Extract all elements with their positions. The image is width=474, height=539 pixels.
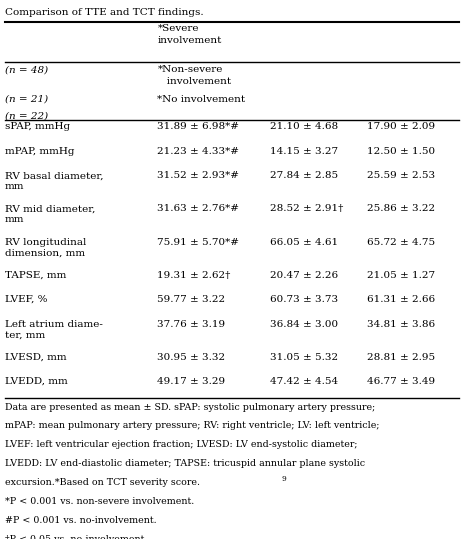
Text: 36.84 ± 3.00: 36.84 ± 3.00: [270, 320, 338, 329]
Text: 21.23 ± 4.33*#: 21.23 ± 4.33*#: [157, 147, 239, 156]
Text: excursion.*Based on TCT severity score.: excursion.*Based on TCT severity score.: [5, 478, 200, 487]
Text: 31.63 ± 2.76*#: 31.63 ± 2.76*#: [157, 204, 239, 213]
Text: 31.05 ± 5.32: 31.05 ± 5.32: [270, 353, 338, 362]
Text: mPAP, mmHg: mPAP, mmHg: [5, 147, 74, 156]
Text: 60.73 ± 3.73: 60.73 ± 3.73: [270, 295, 338, 304]
Text: *Non-severe
   involvement: *Non-severe involvement: [157, 65, 232, 86]
Text: 59.77 ± 3.22: 59.77 ± 3.22: [157, 295, 226, 304]
Text: LVEDD: LV end-diastolic diameter; TAPSE: tricuspid annular plane systolic: LVEDD: LV end-diastolic diameter; TAPSE:…: [5, 459, 365, 468]
Text: (n = 21): (n = 21): [5, 95, 48, 104]
Text: 21.10 ± 4.68: 21.10 ± 4.68: [270, 122, 338, 132]
Text: 20.47 ± 2.26: 20.47 ± 2.26: [270, 271, 338, 280]
Text: 75.91 ± 5.70*#: 75.91 ± 5.70*#: [157, 238, 239, 246]
Text: Left atrium diame-
ter, mm: Left atrium diame- ter, mm: [5, 320, 102, 340]
Text: (n = 48): (n = 48): [5, 65, 48, 74]
Text: 61.31 ± 2.66: 61.31 ± 2.66: [367, 295, 435, 304]
Text: LVEDD, mm: LVEDD, mm: [5, 377, 67, 386]
Text: 25.59 ± 2.53: 25.59 ± 2.53: [367, 171, 435, 180]
Text: 46.77 ± 3.49: 46.77 ± 3.49: [367, 377, 435, 386]
Text: *P < 0.001 vs. non-severe involvement.: *P < 0.001 vs. non-severe involvement.: [5, 497, 194, 506]
Text: sPAP, mmHg: sPAP, mmHg: [5, 122, 70, 132]
Text: TAPSE, mm: TAPSE, mm: [5, 271, 66, 280]
Text: #P < 0.001 vs. no-involvement.: #P < 0.001 vs. no-involvement.: [5, 516, 156, 525]
Text: 34.81 ± 3.86: 34.81 ± 3.86: [367, 320, 435, 329]
Text: LVESD, mm: LVESD, mm: [5, 353, 66, 362]
Text: LVEF, %: LVEF, %: [5, 295, 47, 304]
Text: *Severe
involvement: *Severe involvement: [157, 24, 222, 45]
Text: 31.52 ± 2.93*#: 31.52 ± 2.93*#: [157, 171, 239, 180]
Text: 28.81 ± 2.95: 28.81 ± 2.95: [367, 353, 435, 362]
Text: 17.90 ± 2.09: 17.90 ± 2.09: [367, 122, 435, 132]
Text: 25.86 ± 3.22: 25.86 ± 3.22: [367, 204, 435, 213]
Text: 21.05 ± 1.27: 21.05 ± 1.27: [367, 271, 435, 280]
Text: 65.72 ± 4.75: 65.72 ± 4.75: [367, 238, 435, 246]
Text: 47.42 ± 4.54: 47.42 ± 4.54: [270, 377, 338, 386]
Text: Comparison of TTE and TCT findings.: Comparison of TTE and TCT findings.: [5, 8, 203, 17]
Text: *No involvement: *No involvement: [157, 95, 246, 104]
Text: 49.17 ± 3.29: 49.17 ± 3.29: [157, 377, 226, 386]
Text: 30.95 ± 3.32: 30.95 ± 3.32: [157, 353, 226, 362]
Text: RV mid diameter,
mm: RV mid diameter, mm: [5, 204, 95, 224]
Text: 14.15 ± 3.27: 14.15 ± 3.27: [270, 147, 338, 156]
Text: 19.31 ± 2.62†: 19.31 ± 2.62†: [157, 271, 231, 280]
Text: 12.50 ± 1.50: 12.50 ± 1.50: [367, 147, 435, 156]
Text: mPAP: mean pulmonary artery pressure; RV: right ventricle; LV: left ventricle;: mPAP: mean pulmonary artery pressure; RV…: [5, 421, 379, 431]
Text: 66.05 ± 4.61: 66.05 ± 4.61: [270, 238, 338, 246]
Text: RV basal diameter,
mm: RV basal diameter, mm: [5, 171, 103, 191]
Text: LVEF: left ventricular ejection fraction; LVESD: LV end-systolic diameter;: LVEF: left ventricular ejection fraction…: [5, 440, 357, 450]
Text: †P < 0.05 vs. no-involvement.: †P < 0.05 vs. no-involvement.: [5, 535, 147, 539]
Text: 37.76 ± 3.19: 37.76 ± 3.19: [157, 320, 226, 329]
Text: RV longitudinal
dimension, mm: RV longitudinal dimension, mm: [5, 238, 86, 258]
Text: Data are presented as mean ± SD. sPAP: systolic pulmonary artery pressure;: Data are presented as mean ± SD. sPAP: s…: [5, 403, 375, 412]
Text: (n = 22): (n = 22): [5, 112, 48, 121]
Text: 31.89 ± 6.98*#: 31.89 ± 6.98*#: [157, 122, 239, 132]
Text: 28.52 ± 2.91†: 28.52 ± 2.91†: [270, 204, 343, 213]
Text: 9: 9: [281, 475, 286, 483]
Text: 27.84 ± 2.85: 27.84 ± 2.85: [270, 171, 338, 180]
